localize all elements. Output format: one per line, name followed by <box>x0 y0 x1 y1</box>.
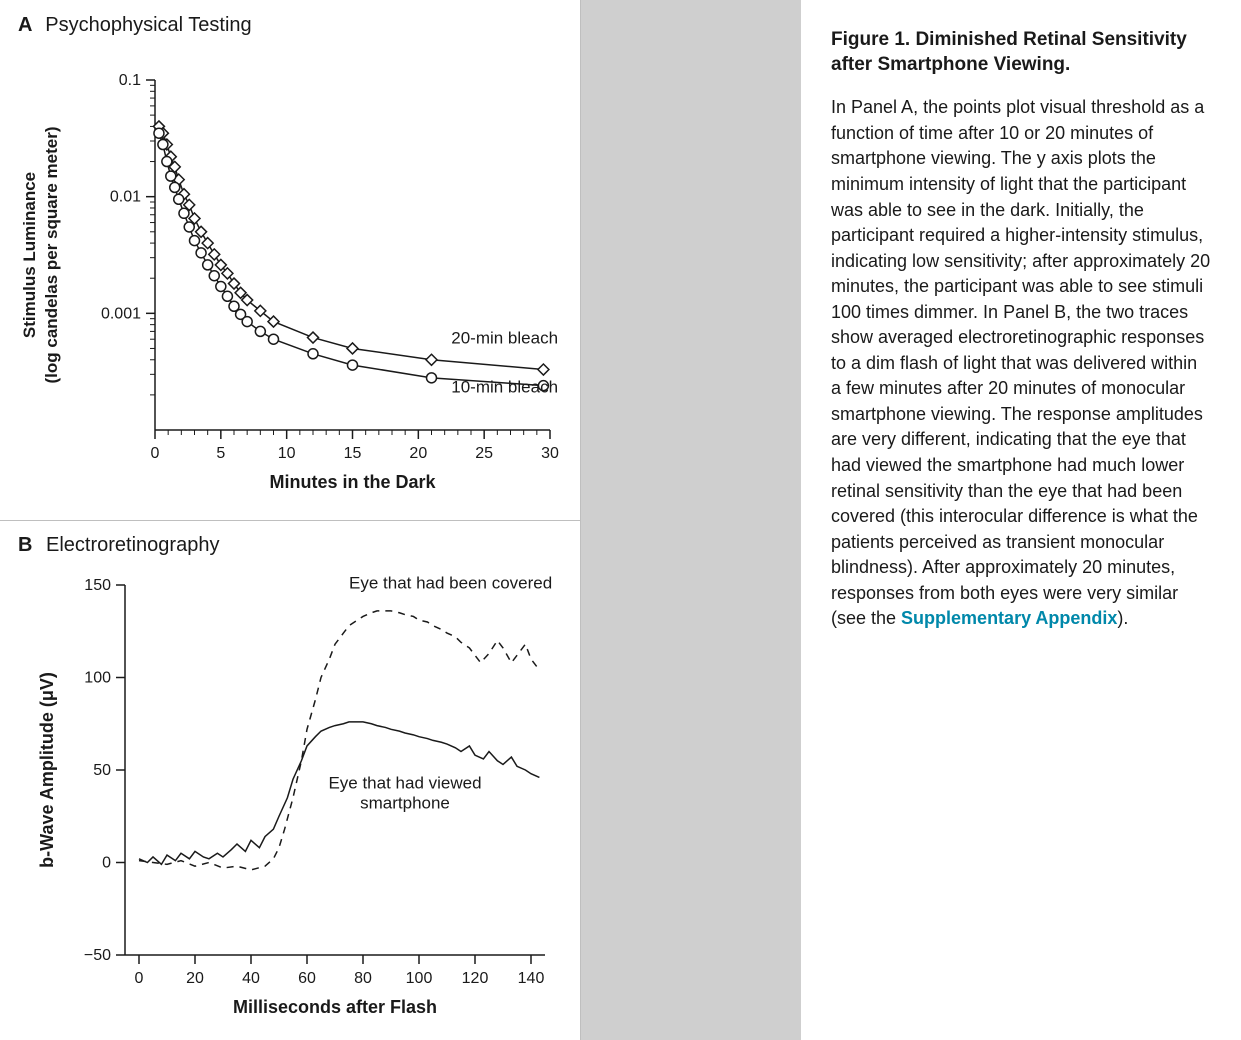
panel-b-letter: B <box>18 534 32 556</box>
svg-text:Eye that had viewedsmartphone: Eye that had viewedsmartphone <box>328 774 481 813</box>
figure-caption-body: In Panel A, the points plot visual thres… <box>831 95 1211 631</box>
svg-text:0.01: 0.01 <box>110 189 141 206</box>
svg-text:b-Wave Amplitude (μV): b-Wave Amplitude (μV) <box>37 672 57 868</box>
panel-b-title: B Electroretinography <box>18 534 219 557</box>
figure-column: A Psychophysical Testing 0 5 10 15 20 25 30 Min… <box>0 0 581 1040</box>
svg-text:10: 10 <box>278 445 296 462</box>
caption-text-1: In Panel A, the points plot visual thres… <box>831 97 1210 628</box>
svg-text:0.001: 0.001 <box>101 305 141 322</box>
supplementary-appendix-link[interactable]: Supplementary Appendix <box>901 608 1117 628</box>
svg-text:Milliseconds after Flash: Milliseconds after Flash <box>233 997 437 1017</box>
panel-a-letter: A <box>18 14 32 36</box>
svg-text:15: 15 <box>344 445 362 462</box>
svg-text:0: 0 <box>102 855 111 872</box>
svg-text:140: 140 <box>518 970 545 987</box>
svg-text:Eye that had been covered: Eye that had been covered <box>349 574 552 593</box>
svg-text:20: 20 <box>409 445 427 462</box>
panel-a-subtitle: Psychophysical Testing <box>45 14 251 36</box>
panel-divider <box>0 520 580 521</box>
panel-b-subtitle: Electroretinography <box>46 534 219 556</box>
svg-text:0: 0 <box>135 970 144 987</box>
svg-text:0.1: 0.1 <box>119 72 141 89</box>
svg-text:30: 30 <box>541 445 559 462</box>
svg-text:50: 50 <box>93 762 111 779</box>
svg-text:20-min bleach: 20-min bleach <box>451 329 558 348</box>
panel-b-chart: 0 20 40 60 80 100 120 140 Milliseconds after Fla… <box>0 560 580 1040</box>
panel-a-chart: 0 5 10 15 20 25 30 Minutes in the Dark 0.001 0.01… <box>0 40 580 520</box>
svg-text:Stimulus Luminance(log candela: Stimulus Luminance(log candelas per squa… <box>20 127 61 384</box>
gap-column <box>581 0 801 1040</box>
svg-text:150: 150 <box>84 577 111 594</box>
svg-text:0: 0 <box>151 445 160 462</box>
svg-text:5: 5 <box>216 445 225 462</box>
svg-text:60: 60 <box>298 970 316 987</box>
svg-text:20: 20 <box>186 970 204 987</box>
svg-text:80: 80 <box>354 970 372 987</box>
svg-text:25: 25 <box>475 445 493 462</box>
caption-column: Figure 1. Diminished Retinal Sensitivity… <box>801 0 1241 1040</box>
svg-text:100: 100 <box>406 970 433 987</box>
svg-text:−50: −50 <box>84 947 111 964</box>
caption-text-2: ). <box>1117 608 1128 628</box>
svg-text:100: 100 <box>84 670 111 687</box>
svg-text:120: 120 <box>462 970 489 987</box>
panel-a-title: A Psychophysical Testing <box>18 14 252 37</box>
svg-text:40: 40 <box>242 970 260 987</box>
svg-text:Minutes in the Dark: Minutes in the Dark <box>269 472 436 492</box>
svg-text:10-min bleach: 10-min bleach <box>451 377 558 396</box>
figure-caption-title: Figure 1. Diminished Retinal Sensitivity… <box>831 28 1211 77</box>
